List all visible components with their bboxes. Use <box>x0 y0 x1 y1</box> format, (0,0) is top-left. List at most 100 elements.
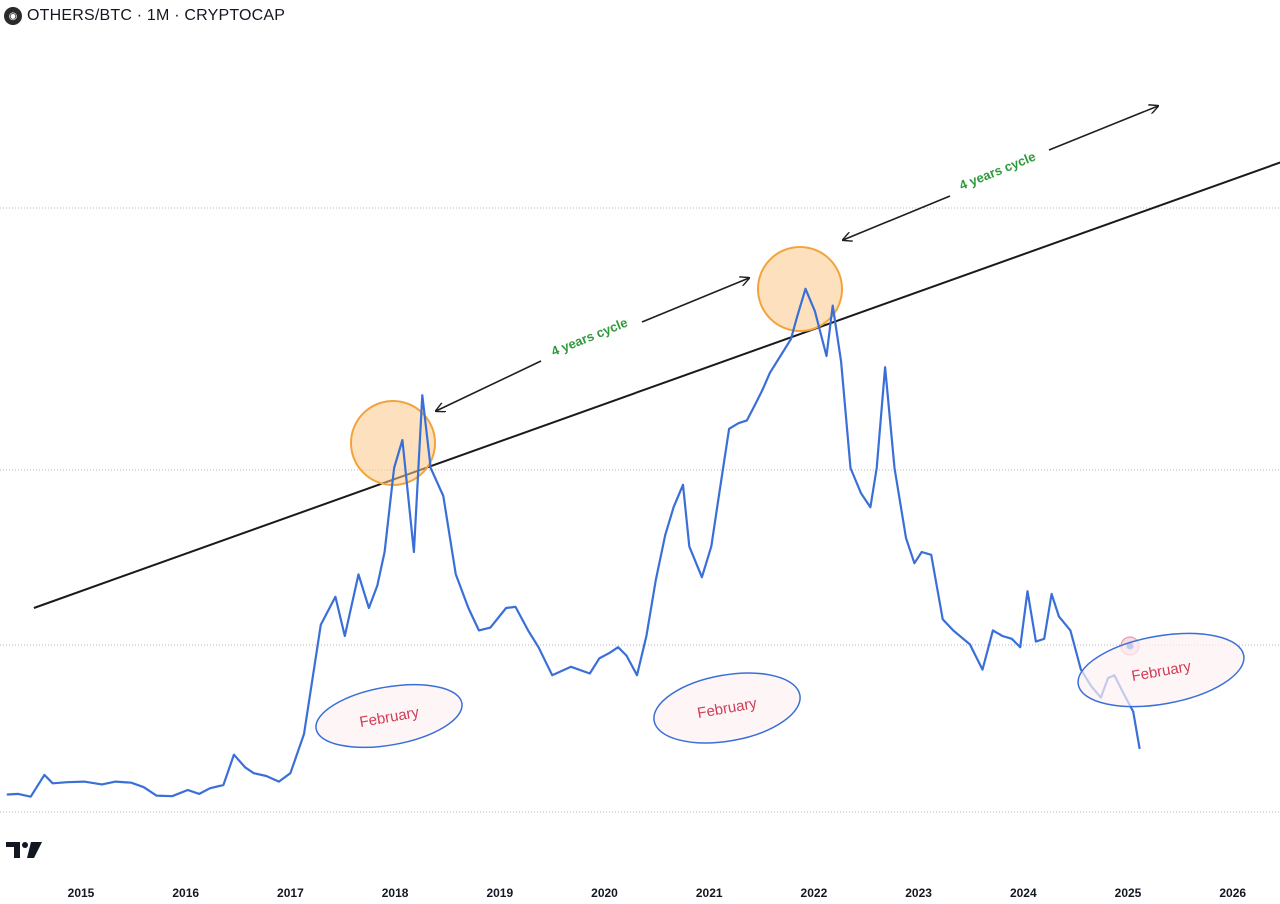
price-point <box>969 643 971 645</box>
price-point <box>244 766 246 768</box>
february-callout-2[interactable]: February <box>648 663 805 754</box>
trendline[interactable] <box>33 160 1280 609</box>
price-point <box>66 781 68 783</box>
x-tick-label: 2017 <box>277 886 304 900</box>
price-point <box>753 405 755 407</box>
price-point <box>278 780 280 782</box>
price-point <box>728 428 730 430</box>
february-callout-1[interactable]: February <box>311 675 467 758</box>
price-point <box>682 484 684 486</box>
cycle-label-1: 4 years cycle <box>549 315 630 359</box>
february-callout-3[interactable]: February <box>1072 622 1249 718</box>
x-tick-label: 2023 <box>905 886 932 900</box>
price-point <box>442 495 444 497</box>
price-point <box>383 551 385 553</box>
price-point <box>551 674 553 676</box>
price-point <box>209 787 211 789</box>
price-point <box>52 782 54 784</box>
price-point <box>570 666 572 668</box>
price-point <box>814 310 816 312</box>
x-tick-label: 2020 <box>591 886 618 900</box>
price-point <box>334 596 336 598</box>
price-point <box>761 388 763 390</box>
price-point <box>505 607 507 609</box>
price-point <box>589 672 591 674</box>
grid-lines <box>0 207 1280 813</box>
chart-header: ◉ OTHERS/BTC · 1M · CRYPTOCAP <box>4 5 285 27</box>
price-point <box>804 288 806 290</box>
symbol-title[interactable]: OTHERS/BTC · 1M · CRYPTOCAP <box>27 7 286 24</box>
price-point <box>155 794 157 796</box>
price-point <box>478 629 480 631</box>
price-point <box>83 780 85 782</box>
price-point <box>489 626 491 628</box>
price-point <box>537 646 539 648</box>
price-point <box>598 657 600 659</box>
price-point <box>143 786 145 788</box>
price-point <box>884 366 886 368</box>
price-point <box>401 439 403 441</box>
price-point <box>198 793 200 795</box>
tradingview-logo-icon <box>6 842 42 858</box>
price-point <box>930 554 932 556</box>
price-point <box>514 606 516 608</box>
price-point <box>289 772 291 774</box>
x-tick-label: 2024 <box>1010 886 1037 900</box>
price-point <box>303 733 305 735</box>
price-point <box>1050 593 1052 595</box>
price-point <box>893 467 895 469</box>
x-tick-label: 2025 <box>1115 886 1142 900</box>
price-point <box>1035 640 1037 642</box>
x-tick-label: 2019 <box>486 886 513 900</box>
price-point <box>769 372 771 374</box>
price-point <box>376 584 378 586</box>
peak-circle-2022[interactable] <box>757 246 843 332</box>
cycle-label-2: 4 years cycle <box>957 149 1038 193</box>
price-point <box>942 618 944 620</box>
price-point <box>796 316 798 318</box>
price-point <box>187 789 189 791</box>
price-point <box>455 573 457 575</box>
x-tick-label: 2026 <box>1219 886 1246 900</box>
price-point <box>655 579 657 581</box>
x-axis: 2015 2016 2017 2018 2019 2020 2021 2022 2023 2024… <box>68 886 1247 900</box>
cycle-arrow-1[interactable]: 4 years cycle <box>436 278 749 411</box>
cycle-arrow-left-segment <box>843 195 951 240</box>
x-tick-label: 2022 <box>801 886 828 900</box>
price-point <box>17 793 19 795</box>
cycle-arrow-left-segment <box>436 360 542 411</box>
price-point <box>1132 710 1134 712</box>
price-point <box>1069 629 1071 631</box>
price-point <box>921 551 923 553</box>
price-series-line[interactable] <box>6 287 1141 798</box>
callout-ellipse <box>1077 632 1245 708</box>
price-point <box>790 338 792 340</box>
price-point <box>832 304 834 306</box>
cycle-arrow-2[interactable]: 4 years cycle <box>843 106 1158 240</box>
price-point <box>1058 615 1060 617</box>
price-point <box>609 652 611 654</box>
price-point <box>7 793 9 795</box>
callout-ellipse <box>653 672 801 744</box>
price-point <box>779 355 781 357</box>
price-point <box>430 467 432 469</box>
x-tick-label: 2018 <box>382 886 409 900</box>
price-point <box>952 629 954 631</box>
x-tick-label: 2015 <box>68 886 95 900</box>
price-point <box>253 772 255 774</box>
cryptocap-logo-icon: ◉ <box>4 7 22 25</box>
price-point <box>737 422 739 424</box>
price-point <box>368 607 370 609</box>
price-point <box>869 506 871 508</box>
price-point <box>43 774 45 776</box>
price-point <box>664 534 666 536</box>
price-point <box>421 394 423 396</box>
price-point <box>344 635 346 637</box>
x-tick-label: 2016 <box>172 886 199 900</box>
price-point <box>992 629 994 631</box>
price-point <box>130 782 132 784</box>
price-point <box>688 545 690 547</box>
price-points <box>7 288 1141 798</box>
price-point <box>320 624 322 626</box>
